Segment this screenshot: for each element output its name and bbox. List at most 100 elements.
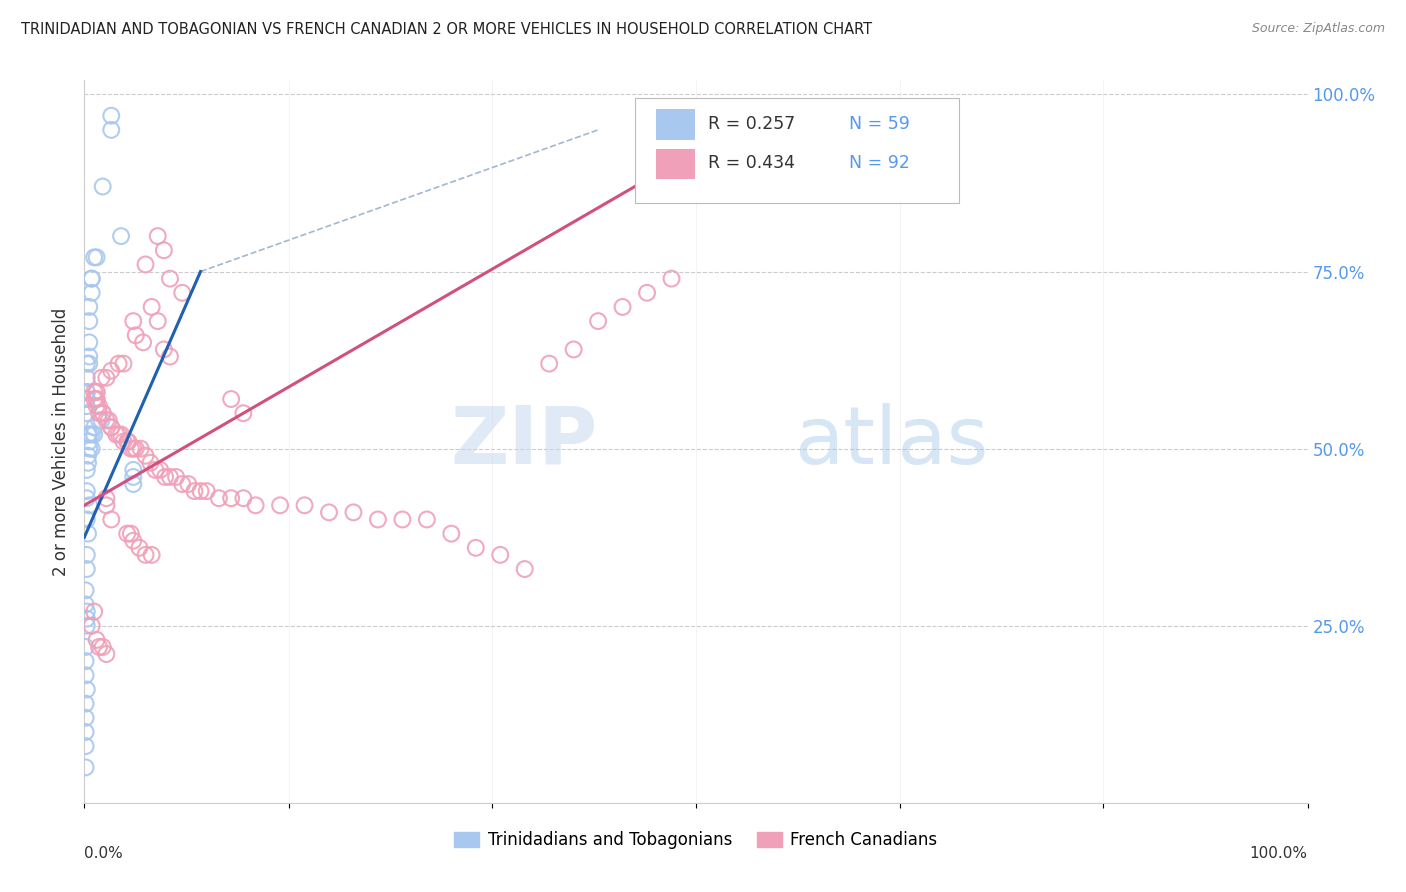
Point bbox=[96, 371, 118, 385]
Point bbox=[77, 427, 100, 442]
Point bbox=[76, 491, 98, 506]
Point bbox=[83, 420, 105, 434]
Point bbox=[97, 413, 120, 427]
Point bbox=[146, 314, 169, 328]
Point bbox=[75, 668, 97, 682]
Text: TRINIDADIAN AND TOBAGONIAN VS FRENCH CANADIAN 2 OR MORE VEHICLES IN HOUSEHOLD CO: TRINIDADIAN AND TOBAGONIAN VS FRENCH CAN… bbox=[21, 22, 872, 37]
Point bbox=[122, 533, 145, 548]
Point bbox=[77, 350, 100, 364]
Point bbox=[367, 512, 389, 526]
Point bbox=[76, 384, 98, 399]
Point bbox=[76, 512, 98, 526]
Point bbox=[245, 498, 267, 512]
Point bbox=[232, 406, 254, 420]
Point bbox=[91, 640, 114, 654]
Point bbox=[153, 470, 176, 484]
Point bbox=[91, 179, 114, 194]
Point bbox=[80, 271, 103, 285]
Point bbox=[83, 384, 105, 399]
Point bbox=[77, 314, 100, 328]
Point bbox=[76, 392, 98, 406]
Point bbox=[76, 384, 98, 399]
Point bbox=[96, 491, 118, 506]
Point bbox=[87, 406, 110, 420]
Point bbox=[96, 413, 118, 427]
Point bbox=[76, 548, 98, 562]
Point bbox=[76, 562, 98, 576]
Point bbox=[117, 434, 139, 449]
Point bbox=[86, 392, 108, 406]
Point bbox=[100, 123, 122, 137]
Point bbox=[91, 406, 114, 420]
Point bbox=[87, 413, 110, 427]
Point bbox=[269, 498, 291, 512]
Point bbox=[100, 420, 122, 434]
Text: ZIP: ZIP bbox=[451, 402, 598, 481]
Point bbox=[77, 357, 100, 371]
Point bbox=[141, 300, 163, 314]
Point bbox=[149, 463, 172, 477]
Point bbox=[139, 456, 162, 470]
Point bbox=[76, 406, 98, 420]
Y-axis label: 2 or more Vehicles in Household: 2 or more Vehicles in Household bbox=[52, 308, 70, 575]
Point bbox=[183, 484, 205, 499]
Point bbox=[143, 463, 166, 477]
Point bbox=[586, 314, 609, 328]
Point bbox=[77, 442, 100, 456]
Point bbox=[128, 541, 150, 555]
Point bbox=[661, 271, 683, 285]
Point bbox=[80, 442, 103, 456]
Point bbox=[165, 470, 187, 484]
Point bbox=[83, 392, 105, 406]
Point bbox=[91, 406, 114, 420]
Point bbox=[100, 420, 122, 434]
Point bbox=[75, 654, 97, 668]
Point bbox=[342, 505, 364, 519]
Point bbox=[86, 384, 108, 399]
Point bbox=[100, 109, 122, 123]
Text: atlas: atlas bbox=[794, 402, 988, 481]
Point bbox=[76, 463, 98, 477]
Point bbox=[100, 364, 122, 378]
Point bbox=[105, 427, 128, 442]
Point bbox=[208, 491, 231, 506]
Point bbox=[135, 449, 157, 463]
Point bbox=[172, 477, 194, 491]
Point bbox=[100, 512, 122, 526]
Point bbox=[76, 682, 98, 697]
Point bbox=[75, 725, 97, 739]
Point bbox=[612, 300, 634, 314]
Point bbox=[107, 357, 129, 371]
Text: 0.0%: 0.0% bbox=[84, 847, 124, 861]
Point bbox=[146, 229, 169, 244]
Point bbox=[107, 427, 129, 442]
Point bbox=[75, 739, 97, 753]
Point bbox=[86, 384, 108, 399]
Point bbox=[112, 434, 135, 449]
Point bbox=[122, 314, 145, 328]
Point bbox=[120, 526, 142, 541]
Text: Source: ZipAtlas.com: Source: ZipAtlas.com bbox=[1251, 22, 1385, 36]
Point bbox=[294, 498, 316, 512]
Point bbox=[75, 711, 97, 725]
Point bbox=[489, 548, 512, 562]
Point bbox=[86, 251, 108, 265]
Point bbox=[76, 392, 98, 406]
Point bbox=[190, 484, 212, 499]
Text: R = 0.257: R = 0.257 bbox=[709, 115, 796, 133]
Point bbox=[464, 541, 486, 555]
Point bbox=[159, 271, 181, 285]
Point bbox=[96, 647, 118, 661]
FancyBboxPatch shape bbox=[636, 98, 959, 203]
Point bbox=[159, 350, 181, 364]
Point bbox=[636, 285, 658, 300]
Point bbox=[122, 463, 145, 477]
Point bbox=[90, 413, 112, 427]
Point bbox=[135, 548, 157, 562]
Text: N = 59: N = 59 bbox=[849, 115, 910, 133]
Point bbox=[75, 760, 97, 774]
Point bbox=[141, 548, 163, 562]
Point bbox=[75, 583, 97, 598]
Point bbox=[87, 399, 110, 413]
Point bbox=[76, 357, 98, 371]
